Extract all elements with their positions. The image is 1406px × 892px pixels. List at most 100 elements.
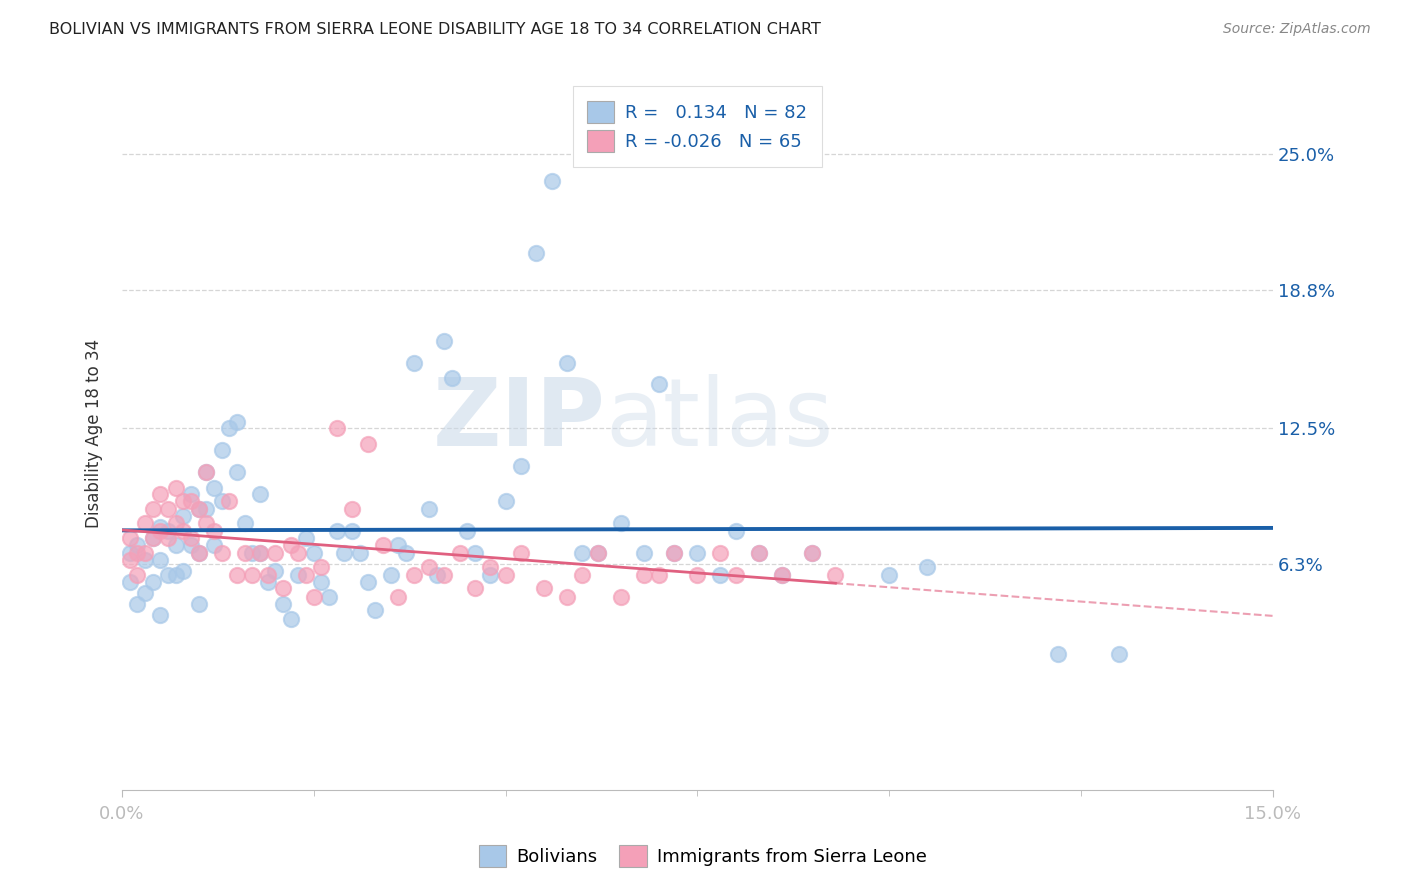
Point [449,546,471,560]
Point [555,355,578,369]
Point [149,520,172,534]
Point [249,546,271,560]
Point [524,246,547,260]
Point [418,502,440,516]
Point [249,487,271,501]
Point [395,546,418,560]
Point [165,516,187,530]
Point [118,574,141,589]
Y-axis label: Disability Age 18 to 34: Disability Age 18 to 34 [86,339,103,528]
Point [349,546,371,560]
Point [648,568,671,582]
Point [149,487,172,501]
Text: atlas: atlas [606,374,834,466]
Point [195,465,218,479]
Point [180,531,202,545]
Point [311,574,333,589]
Point [425,568,447,582]
Point [211,493,233,508]
Point [149,524,172,539]
Point [801,546,824,560]
Point [1108,647,1130,661]
Point [387,538,409,552]
Point [187,546,209,560]
Point [709,546,731,560]
Point [187,502,209,516]
Point [464,582,486,596]
Point [256,574,278,589]
Point [402,568,425,582]
Point [686,568,709,582]
Point [157,524,180,539]
Point [226,465,249,479]
Text: Source: ZipAtlas.com: Source: ZipAtlas.com [1223,22,1371,37]
Point [495,568,517,582]
Point [218,421,240,435]
Text: BOLIVIAN VS IMMIGRANTS FROM SIERRA LEONE DISABILITY AGE 18 TO 34 CORRELATION CHA: BOLIVIAN VS IMMIGRANTS FROM SIERRA LEONE… [49,22,821,37]
Point [709,568,731,582]
Point [249,546,271,560]
Point [770,568,793,582]
Point [633,568,655,582]
Text: ZIP: ZIP [433,374,606,466]
Point [264,564,287,578]
Point [287,546,309,560]
Point [295,531,318,545]
Point [917,559,939,574]
Point [134,516,156,530]
Point [724,524,747,539]
Legend: R =   0.134   N = 82, R = -0.026   N = 65: R = 0.134 N = 82, R = -0.026 N = 65 [574,87,821,167]
Point [165,568,187,582]
Point [233,516,256,530]
Point [172,524,194,539]
Point [149,553,172,567]
Point [380,568,402,582]
Point [326,524,349,539]
Point [118,553,141,567]
Point [333,546,356,560]
Point [571,568,593,582]
Point [495,493,517,508]
Point [311,559,333,574]
Point [540,173,562,187]
Point [226,568,249,582]
Point [464,546,486,560]
Point [387,591,409,605]
Point [479,559,502,574]
Point [118,531,141,545]
Point [202,538,225,552]
Point [134,546,156,560]
Point [340,524,363,539]
Point [433,334,456,348]
Point [202,524,225,539]
Point [211,546,233,560]
Point [134,553,156,567]
Point [748,546,770,560]
Point [172,493,194,508]
Point [633,546,655,560]
Point [748,546,770,560]
Point [142,502,165,516]
Point [172,509,194,524]
Point [1046,647,1069,661]
Point [440,371,463,385]
Point [142,531,165,545]
Point [340,502,363,516]
Point [157,502,180,516]
Point [609,516,631,530]
Point [242,546,264,560]
Point [226,415,249,429]
Point [118,546,141,560]
Point [195,465,218,479]
Point [271,582,294,596]
Point [295,568,318,582]
Point [302,546,325,560]
Point [127,538,149,552]
Point [127,546,149,560]
Point [172,564,194,578]
Point [318,591,340,605]
Point [533,582,555,596]
Point [142,574,165,589]
Point [326,421,349,435]
Point [433,568,456,582]
